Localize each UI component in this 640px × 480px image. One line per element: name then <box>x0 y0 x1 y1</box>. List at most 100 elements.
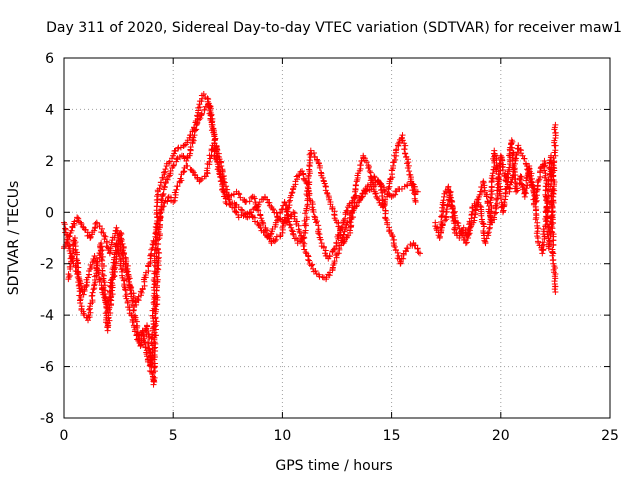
data-point <box>392 156 399 163</box>
data-point <box>194 119 201 126</box>
data-point <box>462 240 469 247</box>
data-point <box>236 191 243 198</box>
data-point <box>315 222 322 229</box>
data-point <box>300 242 307 249</box>
data-point <box>264 196 271 203</box>
data-point <box>331 258 338 265</box>
data-point <box>90 286 97 293</box>
data-point <box>439 221 446 228</box>
data-point <box>142 344 149 351</box>
data-point <box>127 286 134 293</box>
data-point <box>549 187 556 194</box>
data-point <box>174 145 181 152</box>
data-point <box>73 264 80 271</box>
data-point <box>414 188 421 195</box>
data-point <box>302 249 309 256</box>
data-point <box>101 279 108 286</box>
data-point <box>154 196 161 203</box>
data-point <box>279 223 286 230</box>
data-point <box>312 268 319 275</box>
data-point <box>152 223 159 230</box>
data-point <box>93 264 100 271</box>
data-point <box>293 173 300 180</box>
y-tick-label: 0 <box>45 205 54 221</box>
data-point <box>340 217 347 224</box>
data-point <box>509 144 516 151</box>
data-point <box>481 184 488 191</box>
data-point <box>527 172 534 179</box>
data-point <box>251 195 258 202</box>
data-point <box>510 172 517 179</box>
data-point <box>77 219 84 226</box>
data-point <box>162 166 169 173</box>
data-point <box>342 215 349 222</box>
data-point <box>131 324 138 331</box>
data-point <box>529 183 536 190</box>
data-point <box>146 367 153 374</box>
data-point <box>316 164 323 171</box>
data-point <box>150 284 157 291</box>
data-point <box>187 132 194 139</box>
data-point <box>149 325 156 332</box>
data-point <box>548 221 555 228</box>
data-point <box>531 192 538 199</box>
data-point <box>139 328 146 335</box>
data-point <box>499 157 506 164</box>
data-point <box>415 249 422 256</box>
data-point <box>465 235 472 241</box>
data-point <box>322 187 329 194</box>
data-point <box>483 193 490 200</box>
data-point <box>391 243 398 250</box>
data-point <box>201 106 208 113</box>
data-point <box>543 203 550 210</box>
data-point <box>180 153 187 160</box>
data-point <box>140 331 147 338</box>
data-point <box>266 199 273 206</box>
data-point <box>389 233 396 240</box>
data-point <box>173 186 180 193</box>
data-point <box>224 186 231 193</box>
data-point <box>502 196 509 203</box>
data-point <box>486 225 493 232</box>
data-point <box>191 124 198 131</box>
data-point <box>158 196 165 203</box>
data-point <box>489 170 496 177</box>
data-point <box>451 220 458 227</box>
data-point <box>317 236 324 243</box>
data-point <box>548 201 555 208</box>
data-point <box>258 215 265 222</box>
data-point <box>445 184 452 191</box>
y-axis-ticks: -8 -6 -4 -2 0 2 4 6 <box>40 51 610 427</box>
data-point <box>414 245 421 252</box>
data-point <box>172 194 179 201</box>
data-point <box>208 112 215 119</box>
data-point <box>323 189 330 196</box>
data-point <box>488 203 495 210</box>
data-point <box>349 208 356 215</box>
data-point <box>487 214 494 221</box>
data-point <box>77 299 84 306</box>
data-point <box>402 150 409 157</box>
data-point <box>368 175 375 182</box>
data-point <box>107 309 114 316</box>
data-point <box>399 132 406 139</box>
data-point <box>314 218 321 225</box>
data-point <box>551 286 558 293</box>
y-axis-label: SDTVAR / TECUs <box>6 181 22 296</box>
data-point <box>255 207 262 214</box>
data-point <box>541 174 548 181</box>
data-point <box>309 261 316 268</box>
data-point <box>89 289 96 296</box>
data-point <box>68 227 75 234</box>
data-point <box>551 137 558 144</box>
data-point <box>133 324 140 331</box>
data-point <box>109 291 116 298</box>
data-point <box>223 200 230 207</box>
data-point <box>357 162 364 169</box>
y-tick-label: -4 <box>40 308 54 324</box>
data-point <box>411 190 418 197</box>
data-point <box>513 188 520 195</box>
data-point <box>480 229 487 236</box>
data-point <box>552 129 559 136</box>
